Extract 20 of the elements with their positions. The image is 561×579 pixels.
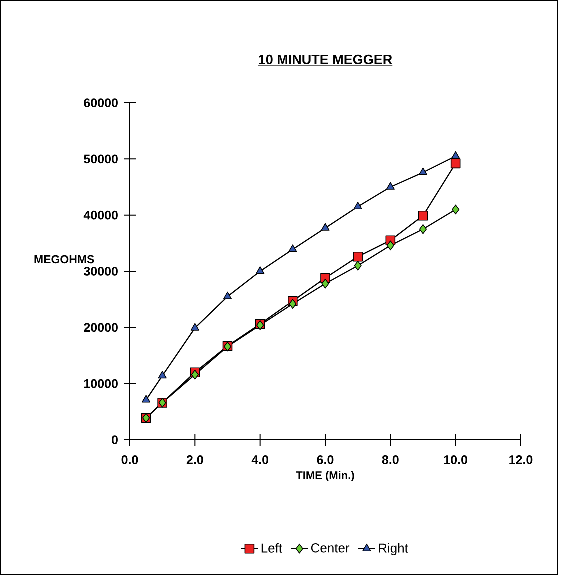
y-tick-label: 60000 <box>84 98 118 108</box>
x-tick-label: 4.0 <box>252 456 269 464</box>
legend-label: Right <box>379 543 408 556</box>
y-tick-label: 40000 <box>84 210 118 220</box>
y-tick-label: 50000 <box>84 154 118 164</box>
x-tick-label: 12.0 <box>510 456 533 464</box>
y-tick-label: 30000 <box>84 267 118 276</box>
x-tick-label: 8.0 <box>382 456 399 464</box>
y-tick-label: 10000 <box>84 379 118 388</box>
x-tick-label: 0.0 <box>122 456 138 464</box>
x-axis-title: TIME (Min.) <box>296 471 354 482</box>
legend-label: Center <box>311 544 350 553</box>
x-tick-label: 2.0 <box>186 456 204 464</box>
y-tick-label: 0 <box>112 436 118 444</box>
chart-title: 10 MINUTE MEGGER <box>259 54 392 64</box>
legend-label: Left <box>262 543 282 553</box>
y-tick-label: 20000 <box>84 323 118 332</box>
y-axis-title: MEGOHMS <box>34 255 94 264</box>
x-tick-label: 6.0 <box>317 456 334 464</box>
x-tick-label: 10.0 <box>444 456 468 464</box>
